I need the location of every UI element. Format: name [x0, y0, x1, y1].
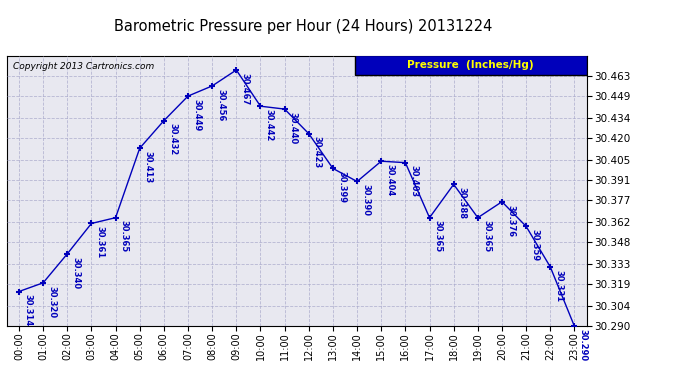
Text: 30.331: 30.331 — [555, 270, 564, 302]
Text: 30.361: 30.361 — [96, 226, 105, 258]
Text: 30.440: 30.440 — [289, 112, 298, 144]
Text: 30.404: 30.404 — [386, 164, 395, 196]
Text: 30.442: 30.442 — [265, 109, 274, 141]
Text: Pressure  (Inches/Hg): Pressure (Inches/Hg) — [407, 60, 534, 70]
Text: 30.449: 30.449 — [193, 99, 201, 131]
Text: 30.365: 30.365 — [482, 220, 491, 253]
Text: 30.340: 30.340 — [72, 256, 81, 289]
Text: 30.456: 30.456 — [217, 89, 226, 121]
Text: 30.290: 30.290 — [579, 329, 588, 361]
Text: Copyright 2013 Cartronics.com: Copyright 2013 Cartronics.com — [12, 62, 154, 70]
Text: 30.390: 30.390 — [362, 184, 371, 216]
Text: 30.467: 30.467 — [241, 73, 250, 105]
Text: 30.365: 30.365 — [120, 220, 129, 253]
Text: 30.423: 30.423 — [313, 136, 322, 169]
Text: 30.376: 30.376 — [506, 204, 515, 237]
Text: Barometric Pressure per Hour (24 Hours) 20131224: Barometric Pressure per Hour (24 Hours) … — [115, 19, 493, 34]
Text: 30.314: 30.314 — [23, 294, 32, 327]
Text: 30.399: 30.399 — [337, 171, 346, 203]
Text: 30.403: 30.403 — [410, 165, 419, 198]
Text: 30.432: 30.432 — [168, 123, 177, 156]
FancyBboxPatch shape — [355, 55, 586, 75]
Text: 30.413: 30.413 — [144, 151, 153, 183]
Text: 30.388: 30.388 — [458, 187, 467, 219]
Text: 30.320: 30.320 — [48, 286, 57, 318]
Text: 30.359: 30.359 — [531, 229, 540, 261]
Text: 30.365: 30.365 — [434, 220, 443, 253]
